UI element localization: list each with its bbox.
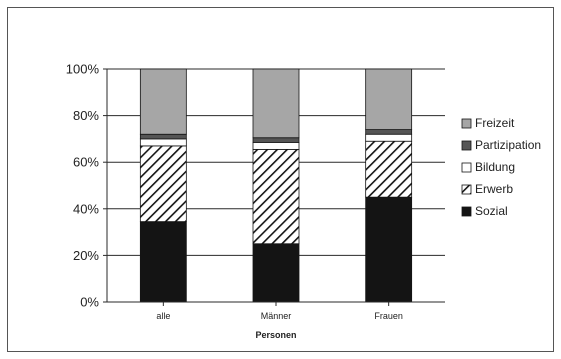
bar-segment-freizeit-1 xyxy=(252,68,300,139)
y-tick-label: 40% xyxy=(73,201,99,216)
legend-swatch-freizeit xyxy=(461,118,472,129)
legend-label-freizeit: Freizeit xyxy=(475,116,515,130)
legend-swatch-bildung xyxy=(461,162,472,173)
legend-swatch-sozial xyxy=(461,206,472,217)
bar-segment-partizipation-0 xyxy=(139,133,187,140)
bar-segment-partizipation-2 xyxy=(365,129,413,135)
bar-segment-freizeit-0 xyxy=(139,68,187,135)
x-axis-title: Personen xyxy=(255,330,296,340)
bar-segment-sozial-2 xyxy=(365,196,413,303)
legend-label-erwerb: Erwerb xyxy=(475,182,513,196)
x-tick-label: Männer xyxy=(261,311,292,321)
bar-segment-erwerb-0 xyxy=(139,145,187,223)
legend-label-partizipation: Partizipation xyxy=(475,138,541,152)
axes: 0% 20% 40% 60% 80% 100% alle Männer Frauen Person… xyxy=(66,62,445,340)
bar-segment-sozial-0 xyxy=(139,221,187,303)
x-tick-label: Frauen xyxy=(374,311,403,321)
legend-label-bildung: Bildung xyxy=(475,160,515,174)
bar-segment-bildung-2 xyxy=(365,133,413,142)
legend-swatch-partizipation xyxy=(461,140,472,151)
legend-label-sozial: Sozial xyxy=(475,204,508,218)
bar-segment-erwerb-1 xyxy=(252,148,300,245)
legend: Freizeit Partizipation Bildung Erwerb Sozial xyxy=(461,116,541,218)
y-tick-label: 100% xyxy=(66,62,100,77)
bar-segment-bildung-0 xyxy=(139,138,187,147)
y-tick-label: 80% xyxy=(73,108,99,123)
bars xyxy=(139,68,413,303)
bar-segment-bildung-1 xyxy=(252,141,300,150)
bar-segment-partizipation-1 xyxy=(252,137,300,143)
bar-segment-freizeit-2 xyxy=(365,68,413,130)
bar-segment-erwerb-2 xyxy=(365,140,413,198)
bar-segment-sozial-1 xyxy=(252,243,300,303)
y-tick-label: 0% xyxy=(80,295,99,310)
x-tick-label: alle xyxy=(156,311,170,321)
y-tick-label: 20% xyxy=(73,248,99,263)
y-tick-label: 60% xyxy=(73,155,99,170)
legend-swatch-erwerb xyxy=(461,184,472,195)
